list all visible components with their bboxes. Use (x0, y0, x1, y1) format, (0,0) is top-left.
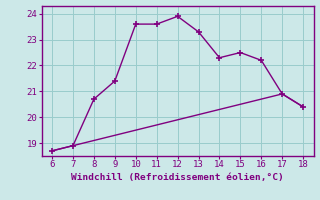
X-axis label: Windchill (Refroidissement éolien,°C): Windchill (Refroidissement éolien,°C) (71, 173, 284, 182)
